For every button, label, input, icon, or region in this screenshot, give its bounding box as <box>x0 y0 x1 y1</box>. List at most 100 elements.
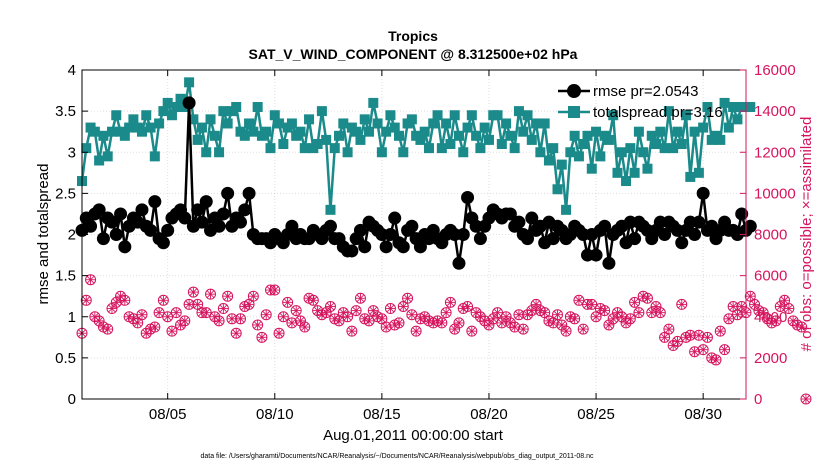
obs-assimilated-point <box>646 307 657 318</box>
obs-assimilated-point <box>398 301 409 312</box>
totalspread-point <box>406 114 417 125</box>
rmse-point <box>221 186 235 200</box>
totalspread-point <box>398 147 409 158</box>
totalspread-point <box>205 114 216 125</box>
totalspread-point <box>698 122 709 133</box>
chart-subtitle: SAT_V_WIND_COMPONENT @ 8.312500e+02 hPa <box>249 46 578 62</box>
x-tick-label: 08/10 <box>256 406 294 423</box>
totalspread-point <box>685 171 696 182</box>
y-tick-label: 4 <box>68 62 76 79</box>
totalspread-point <box>573 151 584 162</box>
obs-assimilated-point <box>415 313 426 324</box>
obs-assimilated-point <box>629 297 640 308</box>
obs-assimilated-point <box>681 332 692 343</box>
y-axis-right: 0 2000 4000 6000 8000 10000 12000 14000 16000 <box>740 62 796 408</box>
y2-tick-label: 14000 <box>754 103 796 120</box>
totalspread-point <box>145 122 156 133</box>
totalspread-point <box>385 110 396 121</box>
rmse-point <box>658 228 672 241</box>
rmse-point <box>238 203 252 217</box>
legend: rmse pr=2.0543 totalspread pr=3.16 <box>558 83 723 121</box>
obs-assimilated-point <box>368 305 379 316</box>
obs-assimilated-point <box>248 291 259 302</box>
obs-assimilated-point <box>359 313 370 324</box>
obs-assimilated-point <box>651 301 662 312</box>
totalspread-point <box>569 130 580 141</box>
obs-assimilated-point <box>389 319 400 330</box>
rmse-point <box>456 228 470 241</box>
obs-assimilated-point <box>462 301 473 312</box>
obs-assimilated-point <box>149 322 160 333</box>
obs-assimilated-point <box>775 301 786 312</box>
obs-assimilated-point <box>188 287 199 298</box>
totalspread-point <box>389 122 400 133</box>
totalspread-point <box>492 110 503 121</box>
obs-assimilated-point <box>655 307 666 318</box>
totalspread-point <box>522 110 533 121</box>
totalspread-point <box>479 122 490 133</box>
rmse-point <box>285 219 299 233</box>
totalspread-point <box>543 155 554 166</box>
obs-assimilated-point <box>218 303 229 314</box>
totalspread-point <box>269 110 280 121</box>
obs-assimilated-point <box>201 307 212 318</box>
x-axis: 08/05 08/10 08/15 08/20 08/25 08/30 <box>149 70 722 423</box>
totalspread-point <box>192 134 203 145</box>
obs-assimilated-point <box>291 305 302 316</box>
rmse-point <box>735 207 749 221</box>
rmse-point <box>396 240 410 254</box>
totalspread-point <box>745 102 756 113</box>
totalspread-point <box>638 147 649 158</box>
obs-assimilated-point <box>286 317 297 328</box>
totalspread-point <box>719 97 730 108</box>
totalspread-point <box>312 139 323 150</box>
y-axis-label: rmse and totalspread <box>35 164 52 305</box>
y2-tick-label: 10000 <box>754 185 796 202</box>
obs-assimilated-point <box>561 326 572 337</box>
y-tick-label: 0.5 <box>55 350 76 367</box>
obs-assimilated-point <box>278 311 289 322</box>
rmse-point <box>323 219 337 233</box>
rmse-point <box>92 203 106 217</box>
obs-assimilated-point <box>351 305 362 316</box>
totalspread-point <box>209 130 220 141</box>
obs-assimilated-point <box>364 315 375 326</box>
rmse-point <box>156 236 170 250</box>
totalspread-point <box>111 110 122 121</box>
obs-assimilated-point <box>539 307 550 318</box>
obs-assimilated-point <box>342 311 353 322</box>
obs-assimilated-point <box>715 326 726 337</box>
y-tick-label: 1.5 <box>55 268 76 285</box>
obs-assimilated-point <box>706 352 717 363</box>
totalspread-point <box>475 143 486 154</box>
obs-assimilated-point <box>466 326 477 337</box>
y-tick-label: 0 <box>68 391 76 408</box>
totalspread-point <box>136 126 147 137</box>
totalspread-point <box>531 118 542 129</box>
y-tick-label: 1 <box>68 309 76 326</box>
rmse-point <box>135 203 149 217</box>
obs-assimilated-point <box>659 332 670 343</box>
obs-assimilated-point <box>522 309 533 320</box>
totalspread-point <box>501 118 512 129</box>
totalspread-point <box>449 110 460 121</box>
obs-assimilated-point <box>124 311 135 322</box>
y2-tick-label: 16000 <box>754 62 796 79</box>
obs-assimilated-point <box>184 299 195 310</box>
totalspread-point <box>582 130 593 141</box>
totalspread-point <box>586 163 597 174</box>
obs-assimilated-point <box>676 299 687 310</box>
totalspread-point <box>625 143 636 154</box>
totalspread-point <box>672 126 683 137</box>
totalspread-point <box>483 134 494 145</box>
obs-assimilated-point <box>154 307 165 318</box>
rmse-point <box>388 211 402 225</box>
totalspread-point <box>668 143 679 154</box>
totalspread-point <box>561 204 572 215</box>
rmse-point <box>452 256 466 270</box>
obs-assimilated-point <box>269 285 280 296</box>
totalspread-point <box>693 167 704 178</box>
obs-assimilated-point <box>483 319 494 330</box>
obs-assimilated-point <box>106 303 117 314</box>
